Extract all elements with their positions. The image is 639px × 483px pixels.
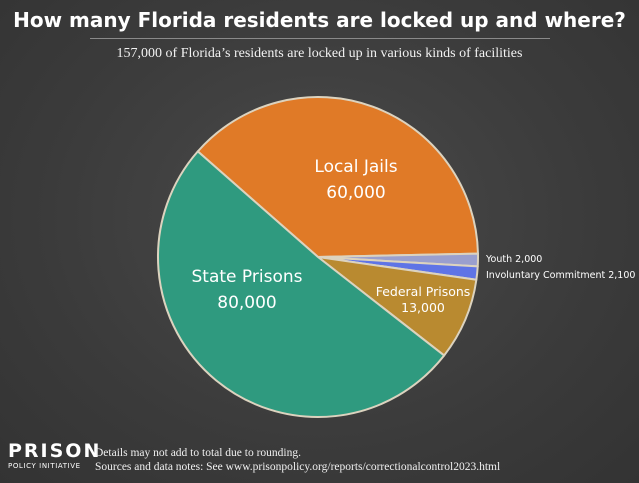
logo-sub-text: POLICY INITIATIVE [8, 462, 81, 470]
footer-notes: Details may not add to total due to roun… [95, 446, 625, 474]
slice-name-local-jails: Local Jails [314, 157, 397, 177]
chart-title: How many Florida residents are locked up… [13, 8, 626, 32]
slice-label-involuntary-commitment: Involuntary Commitment 2,100 [486, 270, 635, 281]
logo-main-text: PRISON [8, 440, 102, 462]
chart-subtitle: 157,000 of Florida’s residents are locke… [116, 46, 523, 61]
slice-name-state-prisons: State Prisons [192, 267, 303, 287]
prison-policy-logo: PRISON POLICY INITIATIVE [8, 440, 102, 471]
slice-value-federal-prisons: 13,000 [401, 300, 445, 315]
slice-label-youth: Youth 2,000 [485, 254, 542, 265]
sources-note: Sources and data notes: See www.prisonpo… [95, 461, 501, 473]
title-divider [90, 38, 550, 39]
pie-slice-state-prisons [157, 150, 446, 418]
slice-value-local-jails: 60,000 [326, 183, 385, 203]
rounding-note: Details may not add to total due to roun… [95, 447, 302, 459]
slice-value-state-prisons: 80,000 [217, 293, 276, 313]
slice-name-federal-prisons: Federal Prisons [376, 284, 471, 299]
pie-slice-local-jails [196, 96, 479, 258]
